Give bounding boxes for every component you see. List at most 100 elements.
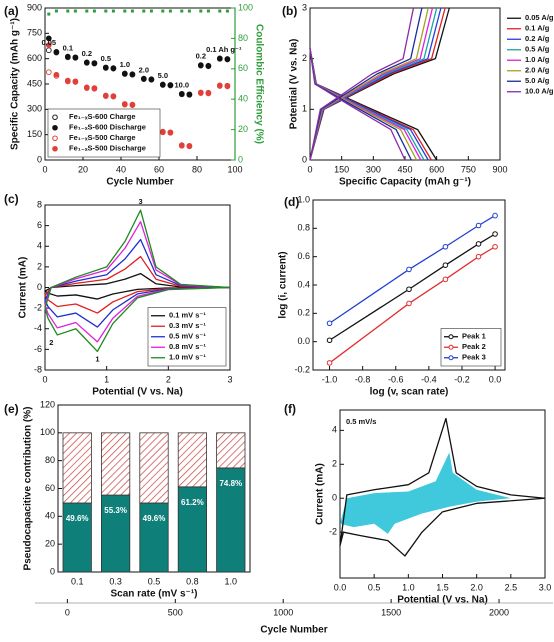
x-tick-label: 3.0: [539, 582, 552, 592]
rate-annotation: 1.0: [120, 60, 130, 69]
curve: [339, 417, 546, 557]
y-tick-label: 600: [27, 53, 42, 63]
x-tick-label: 20: [78, 164, 88, 174]
y2-tick-label: 80: [238, 33, 248, 43]
x-tick-label: 0.8: [186, 576, 199, 586]
data-point: [178, 142, 185, 148]
data-point: [326, 337, 333, 344]
data-point: [64, 77, 71, 84]
legend-label: 0.5 A/g: [525, 45, 550, 54]
legend-marker: [52, 114, 58, 121]
x-tick-label: 1500: [381, 607, 401, 617]
data-point: [121, 101, 128, 107]
data-point: [102, 92, 109, 99]
legend-label: 0.3 mV s⁻¹: [169, 321, 206, 330]
bar-value-label: 49.6%: [143, 514, 166, 523]
data-point: [442, 243, 449, 250]
legend-label: 5.0 A/g: [525, 76, 550, 85]
y-tick-label: 120: [40, 399, 55, 409]
curve: [329, 233, 496, 341]
legend-label: Peak 1: [462, 332, 486, 341]
y-tick-label: 450: [27, 78, 42, 88]
legend-label: Peak 2: [462, 342, 486, 351]
rate-annotation: 10.0: [174, 80, 189, 89]
data-point: [104, 9, 108, 13]
y-tick-label: -8: [34, 364, 42, 374]
data-point: [45, 47, 52, 54]
bar-segment: [216, 432, 246, 469]
legend-marker: [52, 145, 58, 152]
y-tick-label: -6: [34, 344, 42, 354]
x-tick-label: 900: [492, 164, 507, 174]
data-point: [110, 93, 117, 100]
y-tick-label: 750: [27, 28, 42, 38]
data-point: [406, 300, 412, 307]
x-tick-label: 150: [334, 164, 349, 174]
y2-tick-label: 20: [238, 124, 248, 134]
data-point: [168, 9, 172, 13]
panel-label: (e): [4, 402, 19, 416]
rate-annotation: 0.1 Ah g⁻¹: [206, 45, 242, 54]
x-tick-label: 0: [42, 164, 47, 174]
x-tick-label: 0.0: [334, 582, 347, 592]
data-point: [102, 64, 109, 71]
y-tick-label: -2: [34, 303, 42, 313]
x-axis-label: Cycle Number: [260, 625, 327, 636]
y-tick-label: 4: [37, 241, 42, 251]
curve: [44, 272, 231, 300]
data-point: [123, 9, 127, 13]
data-point: [206, 9, 210, 13]
y-tick-label: 0: [37, 154, 42, 164]
y-tick-label: 4: [332, 425, 337, 435]
data-point: [142, 9, 146, 13]
data-point: [475, 222, 482, 229]
legend-label: 2.0 A/g: [525, 66, 550, 75]
data-point: [47, 12, 51, 16]
rate-annotation: 0.05: [41, 38, 56, 47]
data-point: [129, 101, 136, 108]
data-point: [91, 85, 98, 91]
data-point: [442, 262, 449, 268]
data-point: [199, 9, 203, 13]
data-point: [45, 35, 52, 42]
data-point: [475, 253, 482, 260]
x-tick-label: 450: [397, 164, 412, 174]
data-point: [218, 9, 222, 13]
data-point: [326, 360, 333, 366]
data-point: [111, 9, 115, 13]
curve: [309, 7, 446, 161]
data-point: [492, 212, 498, 219]
y2-tick-label: 0: [238, 154, 243, 164]
data-point: [224, 82, 231, 89]
x-tick-label: 0: [307, 164, 312, 174]
y2-axis-label: Coulombic Efficiency (%): [253, 24, 264, 144]
y-tick-label: 40: [45, 511, 55, 521]
panel-label: (d): [284, 195, 299, 209]
peak-annotation: 3: [138, 197, 142, 206]
data-point: [73, 9, 77, 13]
x-tick-label: -0.8: [355, 374, 371, 384]
x-tick-label: 0: [42, 374, 47, 384]
x-tick-label: 500: [168, 607, 183, 617]
data-point: [110, 65, 117, 71]
y-axis-label: Current (mA): [18, 257, 29, 319]
rate-annotation: 2.0: [139, 65, 149, 74]
x-axis-label: Cycle Number: [106, 177, 173, 188]
y-tick-label: 80: [45, 455, 55, 465]
x-tick-label: 0.3: [109, 576, 122, 586]
data-point: [83, 59, 90, 66]
x-tick-label: -0.2: [454, 374, 470, 384]
data-point: [64, 53, 71, 60]
data-point: [91, 60, 98, 66]
y2-tick-label: 100: [238, 2, 253, 12]
y-tick-label: 6: [37, 220, 42, 230]
curve: [44, 255, 231, 314]
bar-segment: [100, 432, 131, 496]
data-point: [406, 266, 412, 273]
y-tick-label: 300: [27, 104, 42, 114]
legend-marker: [52, 124, 58, 131]
data-point: [45, 69, 52, 76]
x-tick-label: 40: [116, 164, 126, 174]
data-point: [130, 9, 134, 13]
data-point: [140, 75, 147, 82]
